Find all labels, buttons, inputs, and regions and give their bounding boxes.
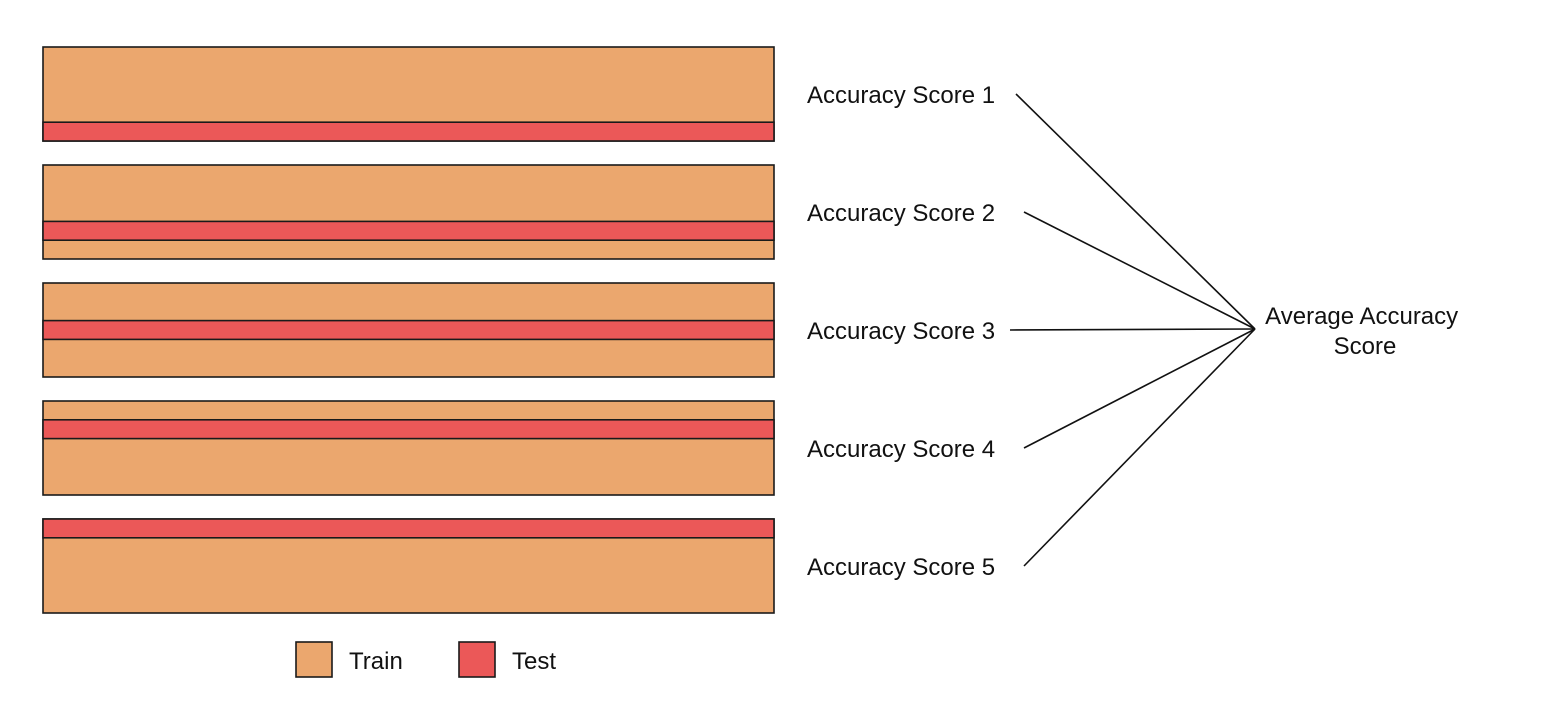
fold-4-train-bar [42,400,775,496]
connector-line-3 [1009,328,1256,331]
connectors-group [1009,93,1256,567]
legend-test-swatch [458,641,496,678]
accuracy-score-label-4: Accuracy Score 4 [807,436,995,463]
fold-2-test-segment [42,220,775,241]
average-accuracy-label-line2: Score [1334,333,1397,360]
folds-group: Accuracy Score 1 Accuracy Score 2 Accuracy… [42,46,995,614]
fold-5-test-segment [42,518,775,539]
accuracy-score-label-1: Accuracy Score 1 [807,82,995,109]
fold-2-train-bar [42,164,775,260]
fold-3-test-segment [42,319,775,341]
accuracy-score-label-2: Accuracy Score 2 [807,200,995,227]
connector-line-1 [1015,93,1256,330]
connector-line-5 [1023,328,1256,567]
average-accuracy-label-line1: Average Accuracy [1265,303,1458,330]
average-accuracy-label: Average Accuracy Score [1265,303,1465,360]
legend-train-swatch [295,641,333,678]
fold-1-test-segment [42,121,775,142]
connector-line-2 [1023,211,1256,330]
legend: Train Test [295,641,556,678]
fold-4 [42,400,775,496]
fold-2 [42,164,775,260]
fold-3 [42,282,775,378]
accuracy-score-label-5: Accuracy Score 5 [807,554,995,581]
fold-4-test-segment [42,418,775,440]
accuracy-score-label-3: Accuracy Score 3 [807,318,995,345]
connector-line-4 [1023,328,1256,449]
fold-1 [42,46,775,142]
fold-5 [42,518,775,614]
legend-test-label: Test [512,648,556,675]
legend-train-label: Train [349,648,403,675]
